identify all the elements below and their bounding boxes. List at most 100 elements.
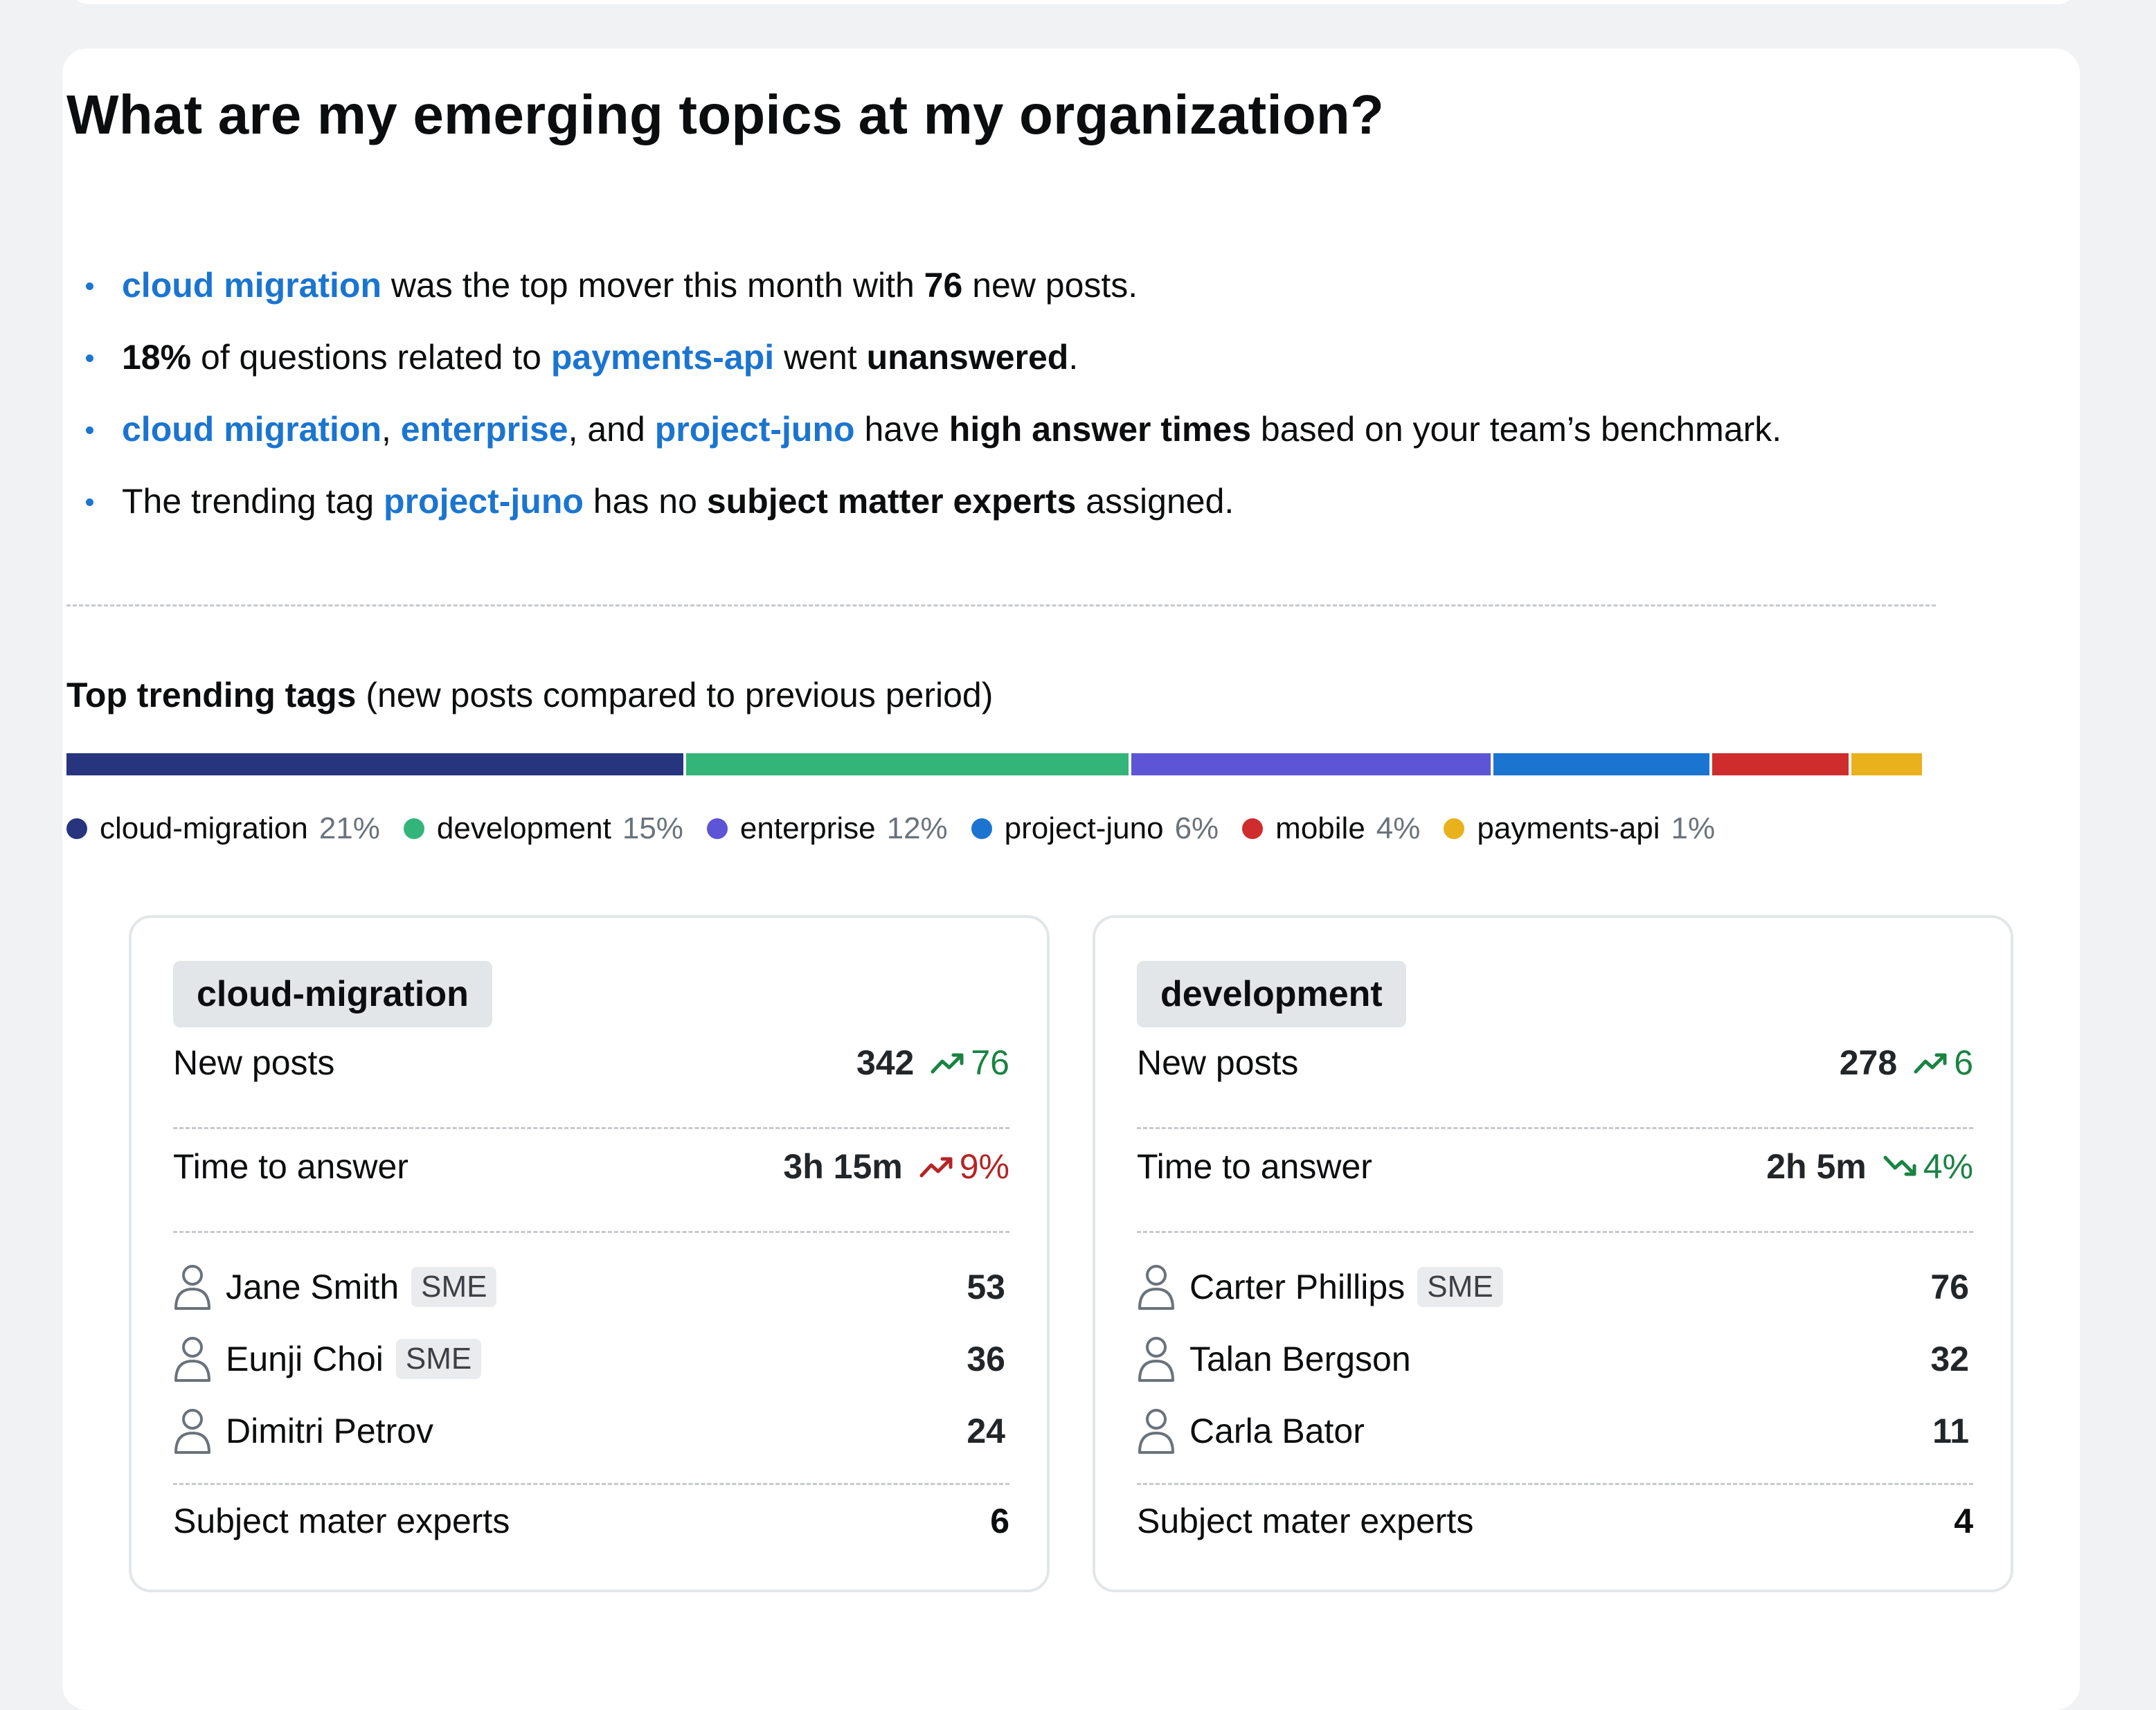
legend-label: project-juno <box>1004 811 1164 845</box>
user-name[interactable]: Dimitri Petrov <box>226 1412 434 1450</box>
user-name[interactable]: Carter Phillips <box>1189 1268 1405 1306</box>
tag-card-development: development New posts 278 6 Time to answer 2h… <box>1093 915 2013 1592</box>
trending-tags-legend: cloud-migration 21% development 15% enterpri… <box>66 811 1739 846</box>
insight-text: . <box>1068 338 1079 377</box>
user-row[interactable]: Jane Smith SME 53 <box>173 1263 1009 1311</box>
user-row[interactable]: Dimitri Petrov 24 <box>173 1407 1009 1455</box>
page-title: What are my emerging topics at my organi… <box>66 84 1385 145</box>
metric-label: Subject mater experts <box>1137 1502 1474 1540</box>
previous-card-edge <box>69 0 2077 4</box>
user-row[interactable]: Talan Bergson 32 <box>1137 1335 1973 1383</box>
tag-link[interactable]: payments-api <box>550 338 775 377</box>
legend-label: cloud-migration <box>100 811 308 845</box>
user-post-count: 36 <box>967 1340 1005 1378</box>
trend-down-icon <box>1883 1155 1923 1178</box>
insight-text: have <box>854 410 949 449</box>
tag-link[interactable]: cloud migration <box>122 266 381 305</box>
sme-badge: SME <box>411 1267 497 1307</box>
user-icon <box>1137 1335 1189 1383</box>
new-posts-row: New posts 342 76 <box>173 1043 1009 1083</box>
legend-dot <box>66 818 87 839</box>
user-name[interactable]: Carla Bator <box>1189 1412 1365 1450</box>
user-icon <box>1137 1263 1189 1311</box>
bar-segment-mobile <box>1712 753 1852 775</box>
bar-segment-project-juno <box>1493 753 1713 775</box>
time-to-answer-row: Time to answer 2h 5m 4% <box>1137 1146 1973 1187</box>
user-icon <box>1137 1407 1189 1455</box>
subject-matter-experts-row: Subject mater experts 6 <box>173 1501 1009 1541</box>
metric-label: New posts <box>173 1043 335 1082</box>
insight-text: 18% <box>122 338 192 377</box>
insight-item: 18% of questions related to payments-api… <box>66 321 2033 393</box>
legend-percent: 15% <box>622 811 683 845</box>
trend-up-icon <box>919 1155 960 1178</box>
sme-badge: SME <box>1417 1267 1503 1307</box>
sme-total-value: 6 <box>990 1502 1009 1540</box>
metric-value: 342 <box>856 1043 915 1082</box>
tag-link[interactable]: project-juno <box>384 482 584 521</box>
trending-tags-heading: Top trending tags (new posts compared to… <box>66 675 993 715</box>
tag-chip[interactable]: development <box>1137 961 1406 1027</box>
insight-text: The trending tag <box>122 482 384 521</box>
trend-indicator: 4% <box>1883 1146 1973 1187</box>
insight-item: cloud migration was the top mover this m… <box>66 249 2033 321</box>
legend-percent: 4% <box>1376 811 1421 845</box>
user-info: Talan Bergson <box>1137 1335 1411 1383</box>
insight-item: The trending tag project-juno has no sub… <box>66 465 2033 537</box>
metric-value-group: 342 76 <box>856 1043 1009 1083</box>
tag-card-cloud-migration: cloud-migration New posts 342 76 Time to ans… <box>129 915 1050 1592</box>
insight-text: has no <box>583 482 707 521</box>
user-row[interactable]: Carter Phillips SME 76 <box>1137 1263 1973 1311</box>
user-name[interactable]: Jane Smith <box>226 1268 399 1306</box>
metric-value: 3h 15m <box>783 1147 903 1186</box>
tag-link[interactable]: enterprise <box>400 410 568 449</box>
trend-indicator: 9% <box>919 1146 1009 1187</box>
bar-segment-enterprise <box>1131 753 1493 775</box>
row-divider <box>173 1231 1009 1233</box>
user-post-count: 32 <box>1930 1340 1969 1378</box>
insight-text: subject matter experts <box>706 482 1077 521</box>
trending-tags-heading-rest: (new posts compared to previous period) <box>356 676 994 714</box>
trending-tags-heading-bold: Top trending tags <box>66 676 357 714</box>
insight-text: high answer times <box>949 410 1252 449</box>
metric-value: 2h 5m <box>1766 1147 1867 1186</box>
user-row[interactable]: Carla Bator 11 <box>1137 1407 1973 1455</box>
user-icon <box>173 1335 226 1383</box>
legend-label: enterprise <box>739 811 876 845</box>
user-name[interactable]: Eunji Choi <box>226 1340 384 1378</box>
insights-list: cloud migration was the top mover this m… <box>66 249 2033 537</box>
insight-text: based on your team’s benchmark. <box>1251 410 1782 449</box>
user-post-count: 53 <box>967 1268 1005 1306</box>
subject-matter-experts-row: Subject mater experts 4 <box>1137 1501 1973 1541</box>
legend-percent: 1% <box>1671 811 1716 845</box>
insight-text: assigned. <box>1076 482 1234 521</box>
legend-label: development <box>436 811 611 845</box>
new-posts-row: New posts 278 6 <box>1137 1043 1973 1083</box>
tag-link[interactable]: project-juno <box>654 410 855 449</box>
row-divider <box>1137 1231 1973 1233</box>
legend-percent: 6% <box>1174 811 1219 845</box>
insight-text: unanswered <box>866 338 1069 377</box>
legend-dot <box>1444 818 1465 839</box>
insight-text: new posts. <box>962 266 1138 305</box>
legend-percent: 12% <box>886 811 948 845</box>
tag-link[interactable]: cloud migration <box>122 410 381 449</box>
sme-total-value: 4 <box>1954 1502 1973 1540</box>
insight-text: of questions related to <box>191 338 551 377</box>
bar-segment-payments-api <box>1851 753 1922 775</box>
bar-segment-development <box>686 753 1132 775</box>
legend-label: mobile <box>1275 811 1365 845</box>
tag-chip[interactable]: cloud-migration <box>173 961 492 1027</box>
user-name[interactable]: Talan Bergson <box>1189 1340 1411 1378</box>
metric-value-group: 278 6 <box>1840 1043 1973 1083</box>
legend-dot <box>971 818 992 839</box>
user-info: Carla Bator <box>1137 1407 1365 1455</box>
legend-label: payments-api <box>1477 811 1660 845</box>
legend-item-mobile: mobile 4% <box>1242 811 1420 846</box>
legend-item-development: development 15% <box>403 811 683 846</box>
section-divider <box>66 604 1936 606</box>
insight-text: went <box>774 338 867 377</box>
user-row[interactable]: Eunji Choi SME 36 <box>173 1335 1009 1383</box>
trend-delta: 76 <box>971 1043 1009 1082</box>
user-post-count: 24 <box>967 1412 1005 1450</box>
